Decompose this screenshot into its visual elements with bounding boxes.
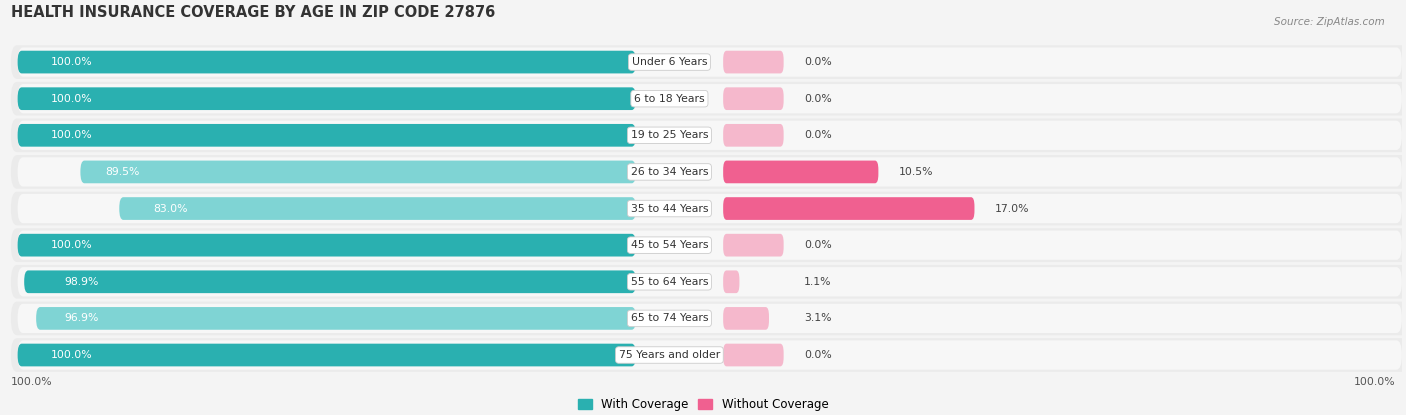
FancyBboxPatch shape [11,192,1406,225]
Text: 100.0%: 100.0% [11,378,52,388]
Text: Source: ZipAtlas.com: Source: ZipAtlas.com [1274,17,1385,27]
Text: 100.0%: 100.0% [51,240,93,250]
Text: 83.0%: 83.0% [153,203,187,214]
Text: 96.9%: 96.9% [65,313,98,323]
Text: 19 to 25 Years: 19 to 25 Years [631,130,709,140]
Text: 26 to 34 Years: 26 to 34 Years [631,167,709,177]
Text: 100.0%: 100.0% [51,57,93,67]
FancyBboxPatch shape [18,87,636,110]
FancyBboxPatch shape [18,124,636,146]
Text: 65 to 74 Years: 65 to 74 Years [631,313,709,323]
FancyBboxPatch shape [18,51,636,73]
Text: 98.9%: 98.9% [65,277,98,287]
Legend: With Coverage, Without Coverage: With Coverage, Without Coverage [572,393,834,415]
FancyBboxPatch shape [11,82,1406,115]
FancyBboxPatch shape [723,51,783,73]
FancyBboxPatch shape [723,161,879,183]
FancyBboxPatch shape [18,304,1402,333]
FancyBboxPatch shape [723,87,783,110]
FancyBboxPatch shape [723,271,740,293]
FancyBboxPatch shape [723,344,783,366]
Text: 17.0%: 17.0% [994,203,1029,214]
FancyBboxPatch shape [24,271,636,293]
FancyBboxPatch shape [37,307,636,330]
FancyBboxPatch shape [11,118,1406,152]
FancyBboxPatch shape [723,197,974,220]
FancyBboxPatch shape [11,338,1406,372]
FancyBboxPatch shape [18,121,1402,150]
FancyBboxPatch shape [18,234,636,256]
Text: 45 to 54 Years: 45 to 54 Years [631,240,709,250]
Text: 100.0%: 100.0% [51,350,93,360]
FancyBboxPatch shape [80,161,636,183]
FancyBboxPatch shape [723,234,783,256]
FancyBboxPatch shape [18,194,1402,223]
FancyBboxPatch shape [120,197,636,220]
FancyBboxPatch shape [11,45,1406,79]
FancyBboxPatch shape [723,307,769,330]
Text: 100.0%: 100.0% [51,94,93,104]
Text: 89.5%: 89.5% [105,167,139,177]
Text: 100.0%: 100.0% [51,130,93,140]
FancyBboxPatch shape [723,124,783,146]
Text: 35 to 44 Years: 35 to 44 Years [631,203,709,214]
FancyBboxPatch shape [18,47,1402,77]
Text: 0.0%: 0.0% [804,94,831,104]
FancyBboxPatch shape [11,228,1406,262]
FancyBboxPatch shape [11,155,1406,189]
FancyBboxPatch shape [18,340,1402,370]
Text: 100.0%: 100.0% [1354,378,1395,388]
Text: 75 Years and older: 75 Years and older [619,350,720,360]
FancyBboxPatch shape [18,230,1402,260]
Text: 0.0%: 0.0% [804,57,831,67]
Text: 6 to 18 Years: 6 to 18 Years [634,94,704,104]
Text: HEALTH INSURANCE COVERAGE BY AGE IN ZIP CODE 27876: HEALTH INSURANCE COVERAGE BY AGE IN ZIP … [11,5,495,20]
Text: 0.0%: 0.0% [804,130,831,140]
FancyBboxPatch shape [18,344,636,366]
FancyBboxPatch shape [18,157,1402,187]
Text: 0.0%: 0.0% [804,350,831,360]
Text: Under 6 Years: Under 6 Years [631,57,707,67]
FancyBboxPatch shape [11,265,1406,299]
FancyBboxPatch shape [11,302,1406,335]
Text: 10.5%: 10.5% [898,167,934,177]
Text: 0.0%: 0.0% [804,240,831,250]
Text: 1.1%: 1.1% [804,277,831,287]
Text: 55 to 64 Years: 55 to 64 Years [631,277,709,287]
FancyBboxPatch shape [18,267,1402,296]
Text: 3.1%: 3.1% [804,313,831,323]
FancyBboxPatch shape [18,84,1402,113]
